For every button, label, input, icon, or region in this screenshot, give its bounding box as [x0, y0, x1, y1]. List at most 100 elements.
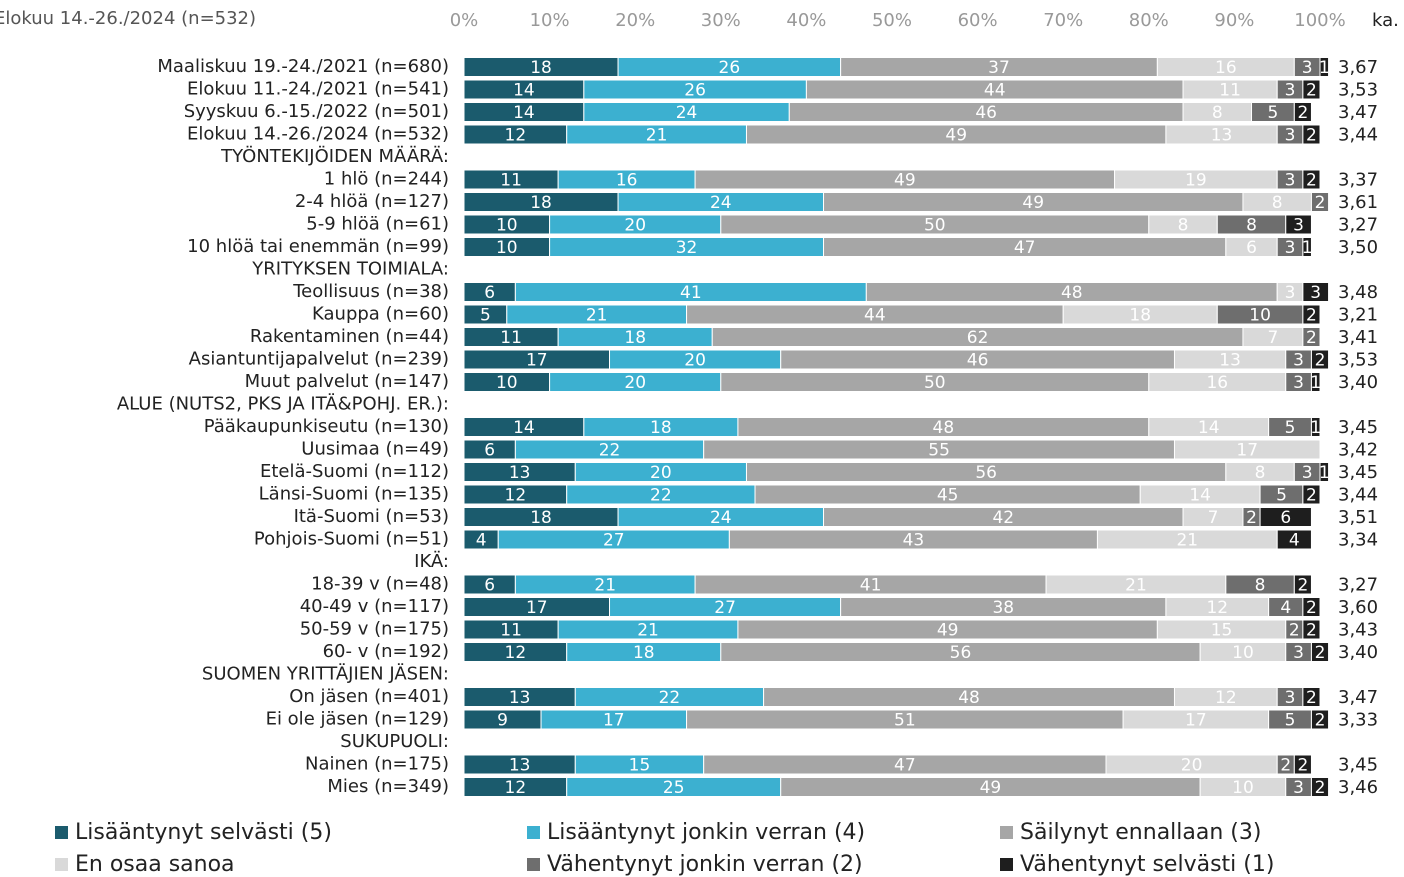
segment-label: 13 [1211, 126, 1233, 146]
segment-label: 26 [719, 58, 741, 78]
segment-label: 5 [1276, 486, 1287, 506]
bar-segment [1310, 417, 1321, 437]
segment-label: 21 [586, 306, 608, 326]
segment-label: 21 [1125, 576, 1147, 596]
segment-label: 18 [530, 508, 552, 528]
category-label: Ei ole jäsen (n=129) [266, 709, 449, 730]
segment-label: 2 [1306, 81, 1317, 101]
segment-label: 10 [1232, 643, 1254, 663]
x-tick-label: 100% [1294, 10, 1345, 31]
segment-label: 27 [714, 598, 736, 618]
segment-label: 18 [530, 58, 552, 78]
bar-segment [1310, 349, 1330, 370]
segment-label: 18 [530, 193, 552, 213]
mean-label: 3,67 [1338, 57, 1378, 78]
segment-label: 44 [984, 81, 1006, 101]
segment-label: 4 [1289, 531, 1300, 551]
segment-label: 3 [1285, 283, 1296, 303]
mean-label: 3,43 [1338, 620, 1378, 641]
segment-label: 46 [975, 103, 997, 123]
mean-label: 3,53 [1338, 80, 1378, 101]
segment-label: 3 [1285, 81, 1296, 101]
segment-label: 12 [1215, 688, 1237, 708]
category-label: Itä-Suomi (n=53) [294, 506, 449, 527]
category-label: Syyskuu 6.-15./2022 (n=501) [184, 101, 449, 122]
segment-label: 4 [476, 531, 487, 551]
segment-label: 14 [513, 103, 535, 123]
segment-label: 21 [637, 621, 659, 641]
segment-label: 2 [1280, 756, 1291, 776]
category-label: Elokuu 11.-24./2021 (n=541) [187, 79, 449, 100]
category-label: 5-9 hlöä (n=61) [306, 214, 449, 235]
segment-label: 14 [1189, 486, 1211, 506]
segment-label: 2 [1306, 688, 1317, 708]
segment-label: 13 [509, 756, 531, 776]
segment-label: 50 [924, 373, 946, 393]
segment-label: 13 [509, 463, 531, 483]
legend-label: En osaa sanoa [75, 852, 235, 877]
mean-label: 3,37 [1338, 170, 1378, 191]
category-label: 60- v (n=192) [323, 641, 449, 662]
category-label: Teollisuus (n=38) [292, 281, 449, 302]
segment-label: 9 [497, 711, 508, 731]
segment-label: 13 [1219, 351, 1241, 371]
segment-label: 2 [1297, 103, 1308, 123]
segment-label: 12 [505, 486, 527, 506]
category-label: Asiantuntijapalvelut (n=239) [189, 349, 449, 370]
mean-label: 3,40 [1338, 372, 1378, 393]
legend-label: Lisääntynyt selvästi (5) [75, 820, 332, 845]
segment-label: 5 [480, 306, 491, 326]
bar-segment [1310, 192, 1330, 212]
legend-label: Vähentynyt selvästi (1) [1020, 852, 1274, 877]
segment-label: 51 [894, 711, 916, 731]
bar-segment [1319, 462, 1330, 482]
segment-label: 11 [500, 171, 522, 191]
segment-label: 2 [1289, 621, 1300, 641]
bar-segment [1259, 507, 1312, 527]
segment-label: 10 [1249, 306, 1271, 326]
category-label: Kauppa (n=60) [312, 304, 449, 325]
segment-label: 2 [1306, 598, 1317, 618]
segment-label: 6 [484, 576, 495, 596]
segment-label: 2 [1315, 711, 1326, 731]
x-tick-label: 60% [958, 10, 998, 31]
segment-label: 11 [1219, 81, 1241, 101]
segment-label: 56 [975, 463, 997, 483]
segment-label: 10 [496, 373, 518, 393]
segment-label: 56 [950, 643, 972, 663]
mean-label: 3,27 [1338, 215, 1378, 236]
segment-label: 3 [1302, 58, 1313, 78]
bar-segment [1302, 327, 1321, 347]
mean-label: 3,45 [1338, 462, 1378, 483]
segment-label: 19 [1185, 171, 1207, 191]
segment-label: 12 [505, 778, 527, 798]
segment-label: 17 [1185, 711, 1207, 731]
segment-label: 3 [1293, 373, 1304, 393]
category-label: Mies (n=349) [327, 776, 449, 797]
segment-label: 2 [1306, 306, 1317, 326]
segment-label: 3 [1285, 171, 1296, 191]
segment-label: 21 [1176, 531, 1198, 551]
segment-label: 1 [1319, 58, 1330, 78]
segment-label: 48 [933, 418, 955, 438]
segment-label: 14 [513, 81, 535, 101]
segment-label: 17 [526, 351, 548, 371]
segment-label: 20 [684, 351, 706, 371]
mean-label: 3,60 [1338, 597, 1378, 618]
segment-label: 6 [1280, 508, 1291, 528]
bar-segment [1173, 439, 1321, 460]
category-label: On jäsen (n=401) [289, 686, 449, 707]
mean-label: 3,33 [1338, 710, 1378, 731]
bar-segment [1302, 237, 1312, 257]
segment-label: 15 [629, 756, 651, 776]
x-tick-label: 90% [1214, 10, 1254, 31]
segment-label: 7 [1208, 508, 1219, 528]
segment-label: 10 [496, 216, 518, 236]
segment-label: 2 [1315, 351, 1326, 371]
segment-label: 49 [894, 171, 916, 191]
segment-label: 8 [1178, 216, 1189, 236]
segment-label: 32 [676, 238, 698, 258]
segment-label: 15 [1211, 621, 1233, 641]
mean-label: 3,45 [1338, 755, 1378, 776]
